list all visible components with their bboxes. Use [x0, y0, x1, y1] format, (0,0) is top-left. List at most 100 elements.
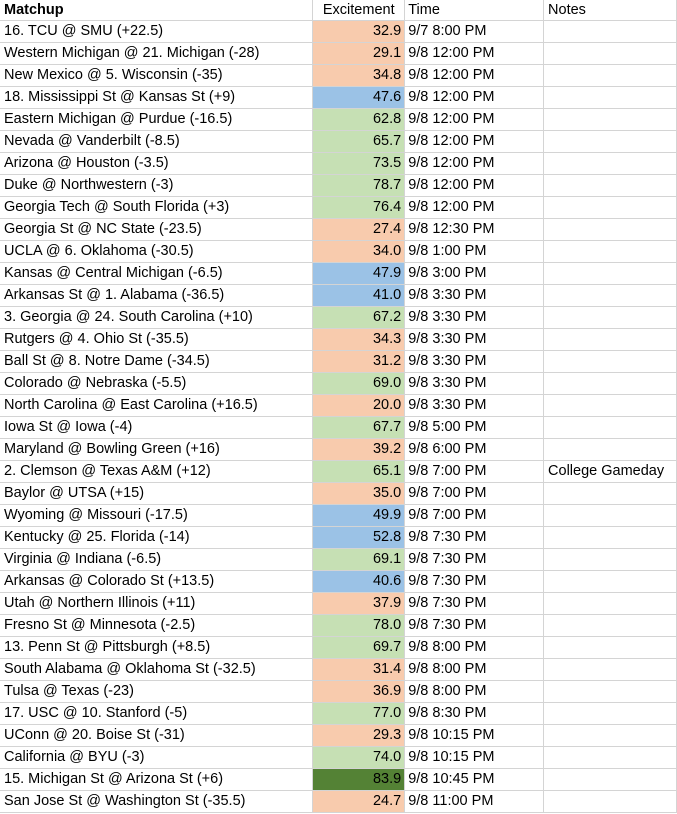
excitement-cell[interactable]: 47.9 [312, 262, 406, 285]
excitement-cell[interactable]: 69.1 [312, 548, 406, 571]
notes-cell[interactable] [543, 20, 677, 43]
header-time[interactable]: Time [404, 0, 545, 21]
excitement-cell[interactable]: 73.5 [312, 152, 406, 175]
notes-cell[interactable] [543, 42, 677, 65]
matchup-cell[interactable]: Arizona @ Houston (-3.5) [0, 152, 314, 175]
time-cell[interactable]: 9/8 6:00 PM [404, 438, 545, 461]
notes-cell[interactable] [543, 394, 677, 417]
excitement-cell[interactable]: 24.7 [312, 790, 406, 813]
excitement-cell[interactable]: 29.1 [312, 42, 406, 65]
excitement-cell[interactable]: 76.4 [312, 196, 406, 219]
excitement-cell[interactable]: 52.8 [312, 526, 406, 549]
time-cell[interactable]: 9/8 3:30 PM [404, 284, 545, 307]
notes-cell[interactable] [543, 504, 677, 527]
time-cell[interactable]: 9/8 7:30 PM [404, 570, 545, 593]
excitement-cell[interactable]: 67.2 [312, 306, 406, 329]
header-notes[interactable]: Notes [543, 0, 677, 21]
notes-cell[interactable] [543, 108, 677, 131]
notes-cell[interactable] [543, 548, 677, 571]
notes-cell[interactable] [543, 438, 677, 461]
header-excitement[interactable]: Excitement [312, 0, 406, 21]
notes-cell[interactable] [543, 680, 677, 703]
matchup-cell[interactable]: Tulsa @ Texas (-23) [0, 680, 314, 703]
excitement-cell[interactable]: 29.3 [312, 724, 406, 747]
matchup-cell[interactable]: 17. USC @ 10. Stanford (-5) [0, 702, 314, 725]
time-cell[interactable]: 9/8 12:00 PM [404, 174, 545, 197]
notes-cell[interactable] [543, 526, 677, 549]
matchup-cell[interactable]: Arkansas @ Colorado St (+13.5) [0, 570, 314, 593]
matchup-cell[interactable]: Western Michigan @ 21. Michigan (-28) [0, 42, 314, 65]
time-cell[interactable]: 9/8 3:30 PM [404, 372, 545, 395]
excitement-cell[interactable]: 47.6 [312, 86, 406, 109]
notes-cell[interactable] [543, 64, 677, 87]
time-cell[interactable]: 9/8 10:15 PM [404, 746, 545, 769]
matchup-cell[interactable]: Iowa St @ Iowa (-4) [0, 416, 314, 439]
time-cell[interactable]: 9/8 12:00 PM [404, 42, 545, 65]
time-cell[interactable]: 9/8 11:00 PM [404, 790, 545, 813]
time-cell[interactable]: 9/8 10:45 PM [404, 768, 545, 791]
time-cell[interactable]: 9/8 10:15 PM [404, 724, 545, 747]
matchup-cell[interactable]: Arkansas St @ 1. Alabama (-36.5) [0, 284, 314, 307]
matchup-cell[interactable]: Georgia Tech @ South Florida (+3) [0, 196, 314, 219]
notes-cell[interactable] [543, 130, 677, 153]
notes-cell[interactable] [543, 724, 677, 747]
notes-cell[interactable] [543, 482, 677, 505]
matchup-cell[interactable]: Maryland @ Bowling Green (+16) [0, 438, 314, 461]
header-matchup[interactable]: Matchup [0, 0, 314, 21]
time-cell[interactable]: 9/8 7:30 PM [404, 548, 545, 571]
excitement-cell[interactable]: 34.0 [312, 240, 406, 263]
excitement-cell[interactable]: 77.0 [312, 702, 406, 725]
notes-cell[interactable] [543, 174, 677, 197]
notes-cell[interactable] [543, 614, 677, 637]
notes-cell[interactable] [543, 768, 677, 791]
time-cell[interactable]: 9/8 12:30 PM [404, 218, 545, 241]
excitement-cell[interactable]: 74.0 [312, 746, 406, 769]
time-cell[interactable]: 9/8 12:00 PM [404, 86, 545, 109]
time-cell[interactable]: 9/8 7:00 PM [404, 460, 545, 483]
excitement-cell[interactable]: 31.4 [312, 658, 406, 681]
notes-cell[interactable] [543, 416, 677, 439]
matchup-cell[interactable]: Baylor @ UTSA (+15) [0, 482, 314, 505]
matchup-cell[interactable]: 2. Clemson @ Texas A&M (+12) [0, 460, 314, 483]
excitement-cell[interactable]: 31.2 [312, 350, 406, 373]
matchup-cell[interactable]: 16. TCU @ SMU (+22.5) [0, 20, 314, 43]
matchup-cell[interactable]: San Jose St @ Washington St (-35.5) [0, 790, 314, 813]
time-cell[interactable]: 9/8 3:30 PM [404, 394, 545, 417]
matchup-cell[interactable]: UCLA @ 6. Oklahoma (-30.5) [0, 240, 314, 263]
matchup-cell[interactable]: Utah @ Northern Illinois (+11) [0, 592, 314, 615]
time-cell[interactable]: 9/8 8:00 PM [404, 658, 545, 681]
notes-cell[interactable] [543, 790, 677, 813]
time-cell[interactable]: 9/8 7:00 PM [404, 504, 545, 527]
notes-cell[interactable] [543, 328, 677, 351]
excitement-cell[interactable]: 41.0 [312, 284, 406, 307]
notes-cell[interactable] [543, 746, 677, 769]
matchup-cell[interactable]: Ball St @ 8. Notre Dame (-34.5) [0, 350, 314, 373]
excitement-cell[interactable]: 34.3 [312, 328, 406, 351]
matchup-cell[interactable]: Nevada @ Vanderbilt (-8.5) [0, 130, 314, 153]
matchup-cell[interactable]: 15. Michigan St @ Arizona St (+6) [0, 768, 314, 791]
time-cell[interactable]: 9/8 3:30 PM [404, 306, 545, 329]
time-cell[interactable]: 9/8 5:00 PM [404, 416, 545, 439]
excitement-cell[interactable]: 65.7 [312, 130, 406, 153]
excitement-cell[interactable]: 35.0 [312, 482, 406, 505]
notes-cell[interactable] [543, 658, 677, 681]
time-cell[interactable]: 9/8 7:30 PM [404, 592, 545, 615]
matchup-cell[interactable]: 3. Georgia @ 24. South Carolina (+10) [0, 306, 314, 329]
matchup-cell[interactable]: California @ BYU (-3) [0, 746, 314, 769]
matchup-cell[interactable]: New Mexico @ 5. Wisconsin (-35) [0, 64, 314, 87]
excitement-cell[interactable]: 69.7 [312, 636, 406, 659]
time-cell[interactable]: 9/8 3:30 PM [404, 328, 545, 351]
time-cell[interactable]: 9/8 12:00 PM [404, 130, 545, 153]
matchup-cell[interactable]: North Carolina @ East Carolina (+16.5) [0, 394, 314, 417]
matchup-cell[interactable]: UConn @ 20. Boise St (-31) [0, 724, 314, 747]
excitement-cell[interactable]: 49.9 [312, 504, 406, 527]
matchup-cell[interactable]: Colorado @ Nebraska (-5.5) [0, 372, 314, 395]
notes-cell[interactable] [543, 702, 677, 725]
notes-cell[interactable]: College Gameday [543, 460, 677, 483]
excitement-cell[interactable]: 32.9 [312, 20, 406, 43]
notes-cell[interactable] [543, 592, 677, 615]
time-cell[interactable]: 9/8 7:30 PM [404, 526, 545, 549]
excitement-cell[interactable]: 67.7 [312, 416, 406, 439]
time-cell[interactable]: 9/8 3:00 PM [404, 262, 545, 285]
notes-cell[interactable] [543, 570, 677, 593]
